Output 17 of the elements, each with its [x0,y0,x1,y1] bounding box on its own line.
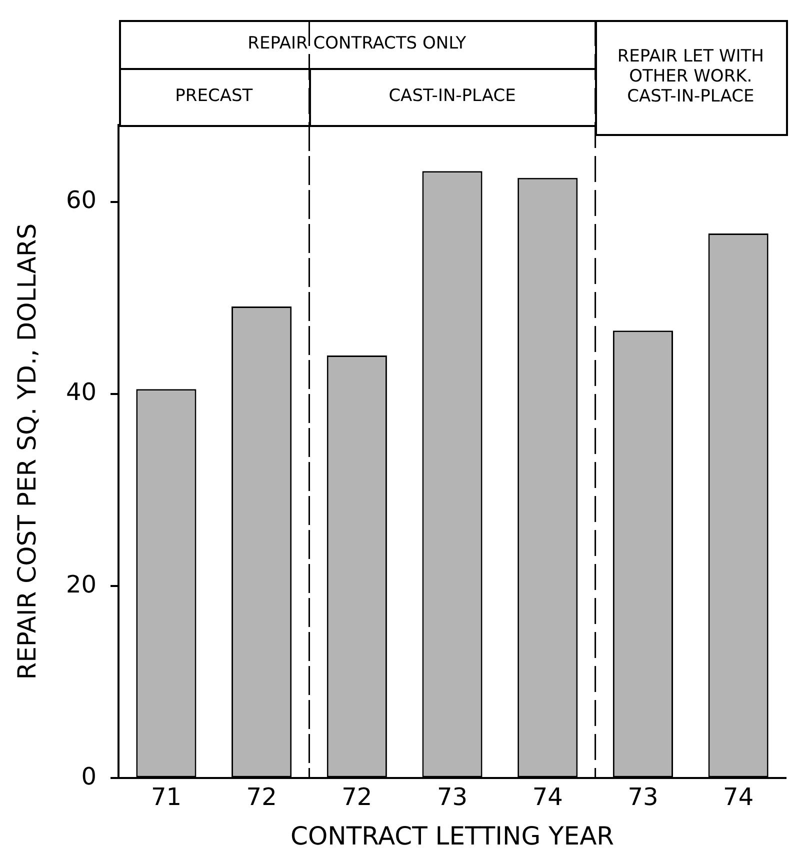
y-tick-label: 20 [66,570,97,598]
text: PRECAST [175,86,254,106]
x-axis-title: CONTRACT LETTING YEAR [290,822,614,850]
y-tick-label: 0 [81,762,97,790]
x-tick-label: 73 [628,782,658,811]
text: REPAIR LET WITH OTHER WORK. CAST-IN-PLACE [617,46,764,106]
y-tick-label: 40 [66,378,97,406]
x-tick-label: 74 [723,782,754,811]
y-tick-label: 60 [66,186,97,214]
text: CAST-IN-PLACE [388,86,516,106]
x-tick-label: 72 [246,782,277,811]
y-axis-title: REPAIR COST PER SQ. YD., DOLLARS [12,223,42,680]
x-tick-label: 73 [436,782,468,811]
x-tick-label: 71 [150,782,182,811]
x-tick-label: 74 [532,782,563,811]
text: REPAIR CONTRACTS ONLY [248,33,467,54]
x-tick-label: 72 [342,782,372,811]
